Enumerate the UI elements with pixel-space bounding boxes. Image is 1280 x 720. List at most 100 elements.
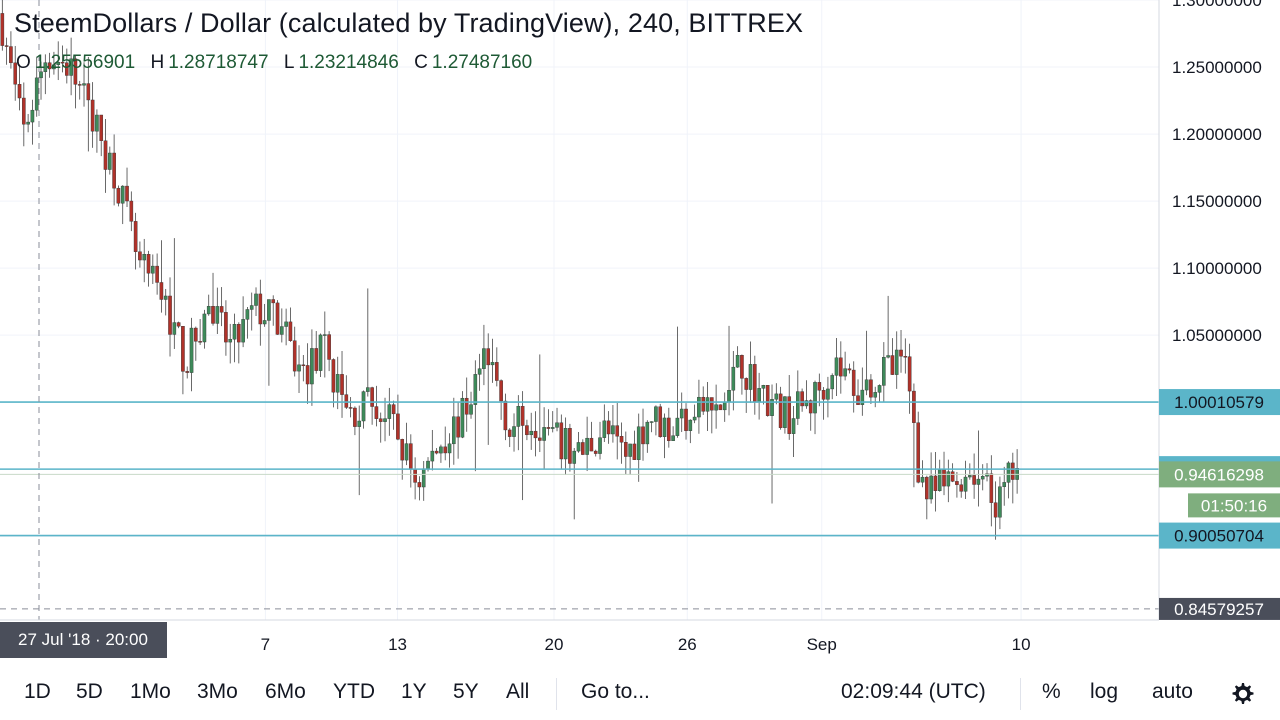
log-scale-toggle[interactable]: log [1090, 680, 1119, 703]
candle-body [963, 476, 968, 492]
candle-body [877, 385, 882, 393]
candle-body [950, 471, 955, 482]
countdown-label-bg [1188, 493, 1280, 518]
candle-body [17, 84, 22, 99]
candle-body [722, 401, 727, 411]
candle-body [155, 265, 159, 283]
candle-body [189, 327, 194, 373]
percent-scale-toggle[interactable]: % [1042, 680, 1061, 703]
time-tick-label: Sep [807, 635, 837, 654]
candle-body [980, 476, 985, 480]
candle-body [968, 475, 972, 478]
range-3mo-button[interactable]: 3Mo [197, 680, 238, 703]
candle-body [937, 469, 942, 491]
range-5d-button[interactable]: 5D [76, 680, 103, 703]
range-1mo-button[interactable]: 1Mo [130, 680, 171, 703]
candle-body [275, 302, 280, 335]
ohlc-legend: O 1.25556901 H 1.28718747 L 1.23214846 C 1.2… [16, 52, 532, 74]
candle-body [847, 368, 852, 371]
crosshair [0, 0, 1159, 620]
candle-body [770, 399, 774, 416]
candle-body [69, 58, 73, 76]
candle-body [314, 348, 319, 371]
candle-body [533, 430, 538, 439]
range-6mo-button[interactable]: 6Mo [265, 680, 306, 703]
range-ytd-button[interactable]: YTD [333, 680, 375, 703]
candle-body [692, 416, 697, 421]
candle-body [520, 406, 525, 426]
gear-icon[interactable] [1228, 680, 1256, 708]
candle-body [473, 374, 478, 405]
candle-body [9, 46, 13, 64]
candle-body [305, 365, 310, 385]
candle-body [834, 357, 839, 376]
candle-body [237, 324, 241, 343]
candle-body [82, 83, 86, 86]
candle-body [103, 140, 108, 170]
candle-body [920, 476, 925, 483]
candle-body [159, 282, 164, 300]
goto-date-button[interactable]: Go to... [581, 680, 650, 703]
candle-body [903, 356, 908, 358]
last-price-label: 0.94616298 [1174, 465, 1264, 484]
range-5y-button[interactable]: 5Y [453, 680, 479, 703]
candle-body [219, 306, 224, 313]
candle-body [989, 473, 994, 503]
candle-body [486, 348, 491, 366]
candle-body [869, 379, 873, 398]
price-tick-label: 1.30000000 [1172, 0, 1262, 10]
candle-body [727, 390, 731, 402]
candle-body [56, 61, 61, 65]
price-tick-label: 1.05000000 [1172, 326, 1262, 345]
price-tick-label: 1.15000000 [1172, 192, 1262, 211]
candle-body [163, 295, 168, 300]
candle-body [434, 450, 439, 454]
candle-body [856, 395, 860, 405]
time-axis: 7 13 20 26 Sep 10 [261, 635, 1031, 654]
horizontal-lines [0, 401, 1159, 537]
candle-body [224, 312, 228, 343]
crosshair-time-label: 27 Jul '18 · 20:00 [18, 630, 148, 649]
candle-body [731, 366, 736, 391]
candle-body [826, 388, 830, 400]
candle-body [606, 420, 611, 435]
candle-body [396, 413, 400, 440]
candle-body [477, 368, 482, 375]
time-tick-label: 7 [261, 635, 270, 654]
candle-body [232, 324, 237, 340]
candle-body [176, 322, 181, 327]
candle-body [52, 64, 56, 70]
ohlc-high-label: H [150, 52, 165, 73]
candle-body [284, 321, 288, 327]
candle-body [998, 486, 1002, 518]
ohlc-open-value: 1.25556901 [34, 52, 136, 73]
candle-body [301, 364, 306, 367]
candle-body [297, 364, 301, 372]
range-all-button[interactable]: All [506, 680, 530, 703]
auto-scale-toggle[interactable]: auto [1152, 680, 1193, 703]
candle-body [632, 443, 637, 460]
candle-body [912, 390, 916, 423]
candle-body [34, 77, 39, 111]
candle-body [495, 362, 499, 381]
candle-body [99, 114, 104, 141]
candle-body [555, 422, 559, 428]
hline-label-bg [1159, 389, 1280, 416]
candle-body [899, 349, 903, 357]
countdown-label: 01:50:16 [1201, 496, 1267, 515]
candle-body [43, 62, 48, 73]
utc-clock[interactable]: 02:09:44 (UTC) [841, 680, 986, 703]
range-1y-button[interactable]: 1Y [401, 680, 427, 703]
range-1d-button[interactable]: 1D [24, 680, 51, 703]
candle-body [675, 417, 680, 436]
candle-body [783, 396, 787, 428]
candle-body [194, 327, 198, 342]
candle-body [404, 443, 409, 461]
time-tick-label: 13 [388, 635, 407, 654]
candle-body [851, 369, 856, 396]
price-tick-label: 1.10000000 [1172, 259, 1262, 278]
candle-body [366, 387, 370, 392]
candle-body [310, 348, 314, 385]
candle-body [206, 306, 211, 315]
